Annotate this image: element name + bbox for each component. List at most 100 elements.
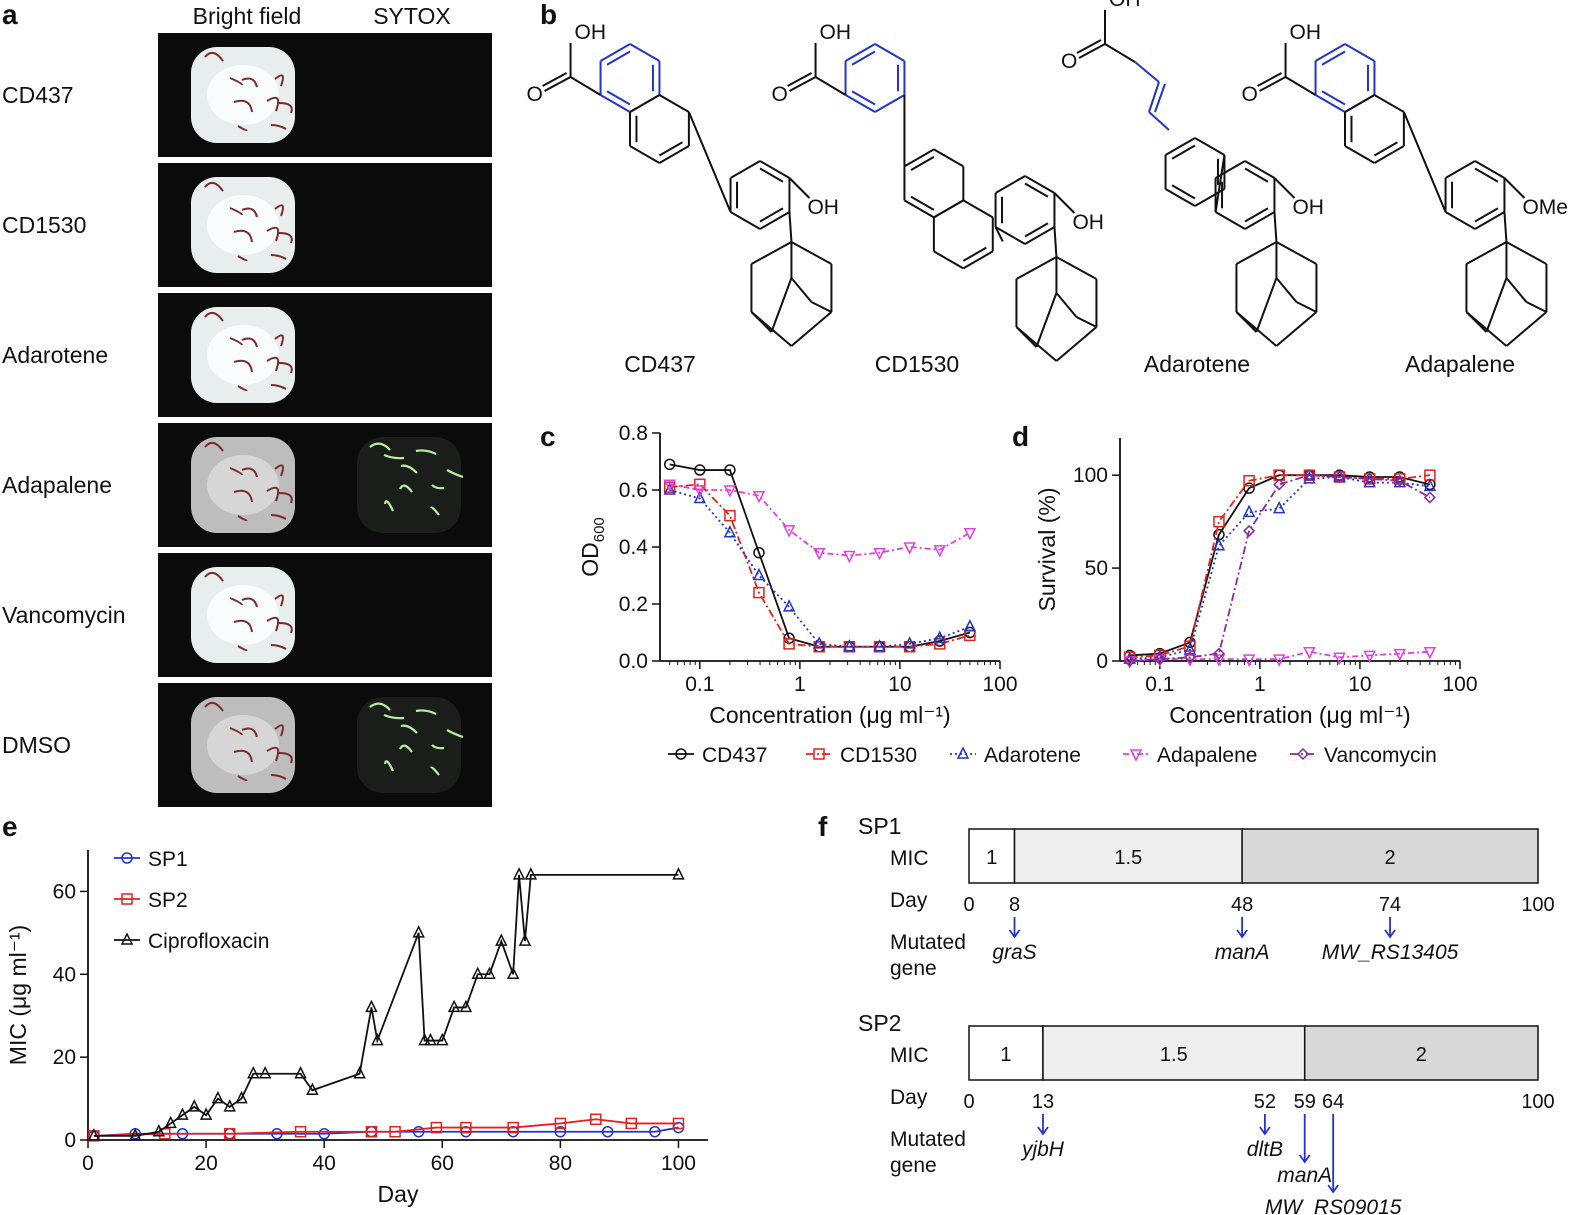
mic-segment-label: 1: [1000, 1044, 1011, 1066]
bond: [730, 211, 761, 230]
point-vancomycin: [1243, 524, 1256, 537]
series-line-adapalene: [1129, 650, 1430, 662]
worm: [274, 74, 284, 87]
point-cd1530: [1213, 515, 1225, 528]
bond: [629, 145, 660, 164]
well-highlight: [207, 715, 279, 775]
bond: [1215, 211, 1246, 230]
point-adapalene: [1303, 646, 1316, 660]
point-ciprofloxacin: [512, 867, 526, 880]
double-bond: [542, 72, 568, 87]
bond: [962, 250, 994, 270]
worm: [270, 774, 287, 780]
point-ciprofloxacin: [459, 999, 473, 1013]
carbonyl-o-label: O: [1061, 50, 1077, 73]
point-adapalene: [873, 547, 886, 561]
well-highlight: [207, 195, 279, 255]
point-ciprofloxacin: [294, 1066, 307, 1079]
adamantane-bond: [1275, 241, 1317, 265]
point-cd437: [753, 546, 765, 559]
point-ciprofloxacin: [436, 1032, 449, 1046]
point-ciprofloxacin: [371, 1032, 384, 1046]
bond: [1344, 145, 1375, 164]
point-adarotene: [663, 482, 676, 495]
point-sp2: [223, 1128, 236, 1140]
bond: [1285, 76, 1317, 96]
adamantane-bond: [1485, 277, 1508, 333]
point-ciprofloxacin: [365, 999, 378, 1013]
bond: [1214, 154, 1226, 213]
fluorescent-worm: [399, 484, 413, 493]
x-tick-label: 10: [888, 673, 911, 696]
compound-name-cd437: CD437: [624, 351, 696, 377]
worm: [233, 489, 253, 503]
worm: [278, 232, 293, 244]
legend-cd: CD437 CD1530 Adarotene Adapalene Vancomycin: [668, 744, 1437, 767]
mutation-arrow-head: [1008, 929, 1021, 939]
worm: [274, 464, 284, 477]
acid-oh-label: OH: [820, 21, 852, 44]
adamantane-bond: [1015, 326, 1058, 362]
worm: [241, 77, 258, 88]
series-line-cd1530: [669, 483, 971, 648]
worm: [270, 384, 287, 390]
point-ciprofloxacin: [424, 1032, 437, 1046]
point-adapalene: [1363, 650, 1376, 664]
point-sp1: [649, 1125, 661, 1138]
point-adapalene: [782, 525, 796, 538]
timeline-name-sp1: SP1: [858, 813, 901, 839]
point-ciprofloxacin: [235, 1090, 248, 1104]
well-highlight: [207, 325, 279, 385]
point-ciprofloxacin: [247, 1066, 260, 1079]
mutated-label: Mutated: [890, 931, 966, 954]
point-vancomycin: [1273, 478, 1286, 491]
double-bond: [1076, 39, 1102, 54]
double-bond: [759, 167, 784, 183]
double-bond: [1244, 167, 1269, 183]
bond: [1273, 211, 1278, 243]
bond: [788, 177, 811, 199]
bond: [874, 43, 905, 62]
row-label-cd437: CD437: [2, 82, 74, 108]
point-sp2: [625, 1117, 637, 1130]
x-tick-label: 60: [431, 1152, 454, 1175]
mic-segment: [1303, 1025, 1539, 1081]
fluorescent-worm: [369, 702, 391, 711]
adamantane-bond: [790, 241, 832, 265]
point-adapalene: [1423, 646, 1437, 660]
point-vancomycin: [1363, 472, 1376, 485]
double-bond: [1373, 141, 1398, 157]
sytox-well: [357, 697, 461, 793]
well-highlight: [207, 65, 279, 125]
point-adapalene: [1212, 654, 1226, 667]
day-tick-59: 59: [1294, 1091, 1316, 1113]
bond: [1445, 211, 1476, 230]
bond: [933, 199, 964, 219]
worm: [266, 226, 280, 242]
bond: [687, 111, 732, 213]
point-vancomycin: [1183, 651, 1196, 664]
mutation-arrow-head: [1327, 1184, 1339, 1194]
gene-label: gene: [890, 957, 937, 980]
y-tick-label: 0.4: [619, 536, 649, 559]
point-adapalene: [963, 528, 977, 541]
point-adapalene: [663, 479, 676, 492]
well-highlight: [207, 455, 279, 515]
legend-label-cd1530: CD1530: [840, 744, 917, 767]
bond: [1273, 177, 1296, 199]
bond: [1078, 43, 1106, 59]
x-tick-label: 100: [982, 673, 1017, 696]
panel-a: Bright field SYTOX CD437 CD1530 Adarotene Ada…: [2, 3, 492, 807]
worm: [278, 362, 293, 374]
point-sp2: [507, 1121, 519, 1134]
adamantane-bond: [1075, 316, 1097, 328]
alkene-bond: [1148, 81, 1160, 113]
x-tick-label: 0: [82, 1152, 94, 1175]
double-bond: [1474, 167, 1499, 183]
y-tick-label: 40: [53, 963, 76, 986]
point-cd1530: [663, 481, 676, 493]
bond: [629, 94, 660, 113]
bond: [600, 94, 631, 113]
fluorescent-worm: [399, 744, 413, 753]
row-label-dmso: DMSO: [2, 732, 71, 758]
